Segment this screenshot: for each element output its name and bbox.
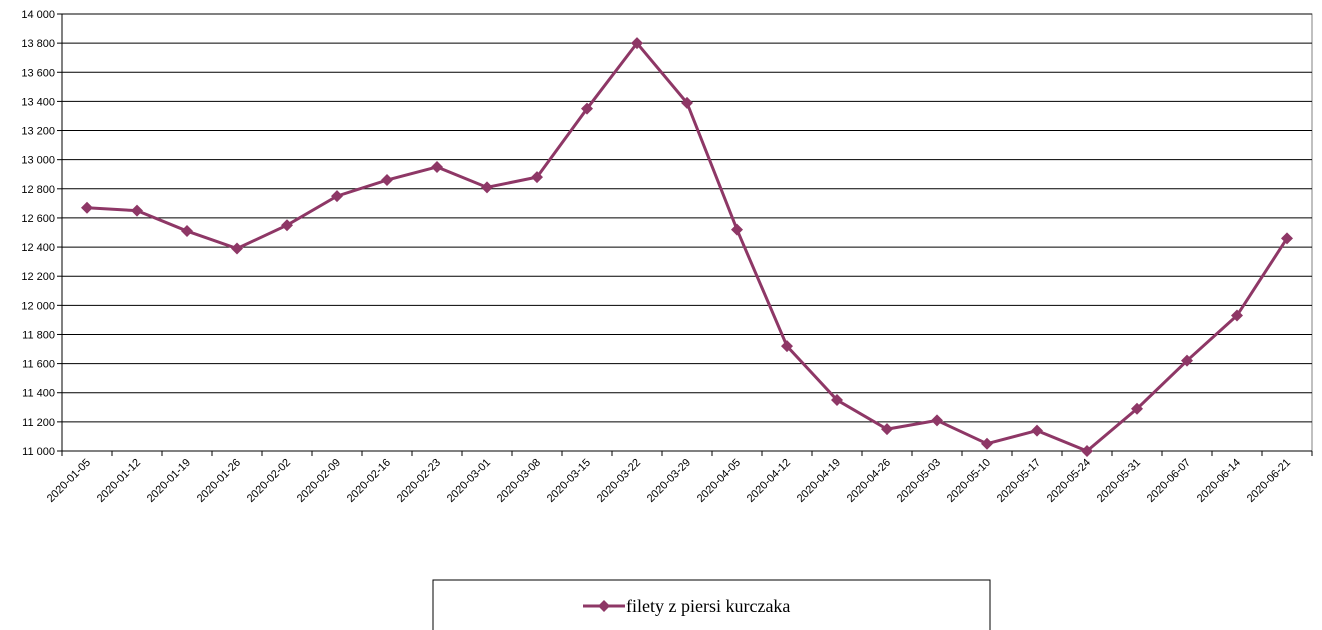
data-point [1031,424,1043,437]
x-tick-label: 2020-02-23 [395,457,443,505]
data-point [331,190,343,203]
legend-box [432,579,991,630]
data-point [1131,402,1143,415]
y-tick-label: 11 800 [22,329,55,341]
data-point [1081,445,1093,457]
y-tick-label: 13 400 [21,96,55,108]
x-tick-label: 2020-03-15 [545,457,593,505]
x-tick-label: 2020-01-12 [95,457,143,505]
x-tick-label: 2020-03-01 [445,457,493,505]
data-point [1281,232,1293,245]
data-point [931,414,943,427]
x-tick-label: 2020-04-19 [795,457,843,505]
y-tick-label: 13 600 [21,67,55,79]
y-tick-label: 11 400 [22,388,55,400]
data-point [781,340,793,353]
x-tick-label: 2020-04-12 [745,457,793,505]
y-tick-label: 12 200 [21,271,55,283]
x-tick-label: 2020-01-26 [195,457,243,505]
y-tick-label: 13 000 [21,155,55,167]
y-tick-label: 13 800 [21,38,55,50]
legend-label: filety z piersi kurczaka [626,596,790,616]
x-tick-label: 2020-01-05 [45,457,93,505]
x-tick-label: 2020-02-16 [345,457,393,505]
data-point [481,181,493,194]
data-point [631,37,643,50]
x-tick-label: 2020-05-24 [1045,457,1093,505]
y-tick-label: 12 400 [21,242,55,254]
y-tick-label: 13 200 [21,126,55,138]
data-point [831,394,843,407]
plot-area [61,13,1313,452]
x-tick-label: 2020-04-26 [845,457,893,505]
legend-marker [598,600,610,612]
data-point [1231,309,1243,322]
y-tick-label: 11 600 [22,359,55,371]
x-tick-label: 2020-01-19 [145,457,193,505]
data-point [231,242,243,255]
x-tick-label: 2020-02-09 [295,457,343,505]
y-tick-label: 11 200 [22,417,55,429]
x-tick-label: 2020-05-17 [995,457,1043,505]
data-point [981,437,993,450]
y-tick-label: 12 800 [21,184,55,196]
data-point [431,160,443,173]
x-tick-label: 2020-06-21 [1245,457,1293,505]
data-point [181,225,193,238]
data-point [881,423,893,436]
data-point [681,96,693,109]
data-point [281,219,293,232]
x-tick-label: 2020-06-14 [1195,457,1243,505]
x-tick-label: 2020-02-02 [245,457,293,505]
x-tick-label: 2020-05-10 [945,457,993,505]
data-point [81,201,93,214]
data-point [731,223,743,236]
x-tick-label: 2020-04-05 [695,457,743,505]
data-point [131,204,143,217]
x-tick-label: 2020-03-08 [495,457,543,505]
y-tick-label: 14 000 [21,9,55,21]
y-tick-label: 11 000 [22,446,55,458]
y-tick-label: 12 600 [21,213,55,225]
y-tick-label: 12 000 [21,300,55,312]
data-point [581,102,593,115]
x-tick-label: 2020-03-29 [645,457,693,505]
x-tick-label: 2020-05-31 [1095,457,1143,505]
data-point [531,171,543,184]
x-tick-label: 2020-06-07 [1145,457,1193,505]
x-tick-label: 2020-05-03 [895,457,943,505]
x-tick-label: 2020-03-22 [595,457,643,505]
data-point [381,174,393,187]
data-point [1181,354,1193,367]
